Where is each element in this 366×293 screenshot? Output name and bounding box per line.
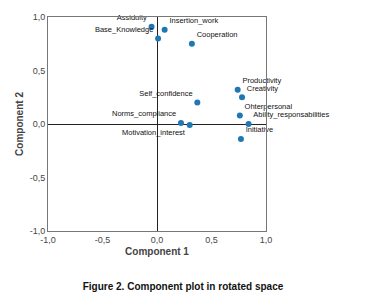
svg-text:Self_confidence: Self_confidence bbox=[139, 89, 192, 98]
svg-text:-0,5: -0,5 bbox=[95, 235, 111, 245]
svg-text:Component 1: Component 1 bbox=[125, 246, 189, 257]
svg-text:Ohterpersonal: Ohterpersonal bbox=[245, 102, 293, 111]
svg-text:Initiative: Initiative bbox=[246, 125, 274, 134]
svg-text:Creativity: Creativity bbox=[247, 84, 279, 93]
svg-text:0,5: 0,5 bbox=[33, 66, 46, 76]
svg-text:Productivity: Productivity bbox=[242, 76, 281, 85]
svg-text:0,0: 0,0 bbox=[151, 235, 164, 245]
svg-text:-0,5: -0,5 bbox=[30, 173, 46, 183]
svg-text:Cooperation: Cooperation bbox=[197, 30, 238, 39]
svg-text:1,0: 1,0 bbox=[260, 235, 273, 245]
svg-text:Component 2: Component 2 bbox=[14, 92, 25, 156]
svg-text:Figure 2. Component plot in ro: Figure 2. Component plot in rotated spac… bbox=[83, 281, 284, 292]
svg-text:-1,0: -1,0 bbox=[40, 235, 56, 245]
svg-text:Motivation_interest: Motivation_interest bbox=[122, 128, 186, 137]
svg-text:-1,0: -1,0 bbox=[30, 226, 46, 236]
svg-text:1,0: 1,0 bbox=[33, 12, 46, 22]
svg-text:Assiduity: Assiduity bbox=[117, 13, 147, 22]
svg-text:Base_Knowledge: Base_Knowledge bbox=[95, 25, 153, 34]
svg-text:Ability_responsabilities: Ability_responsabilities bbox=[253, 110, 329, 119]
svg-text:0,0: 0,0 bbox=[33, 119, 46, 129]
svg-text:Insertion_work: Insertion_work bbox=[169, 16, 218, 25]
svg-text:0,5: 0,5 bbox=[205, 235, 218, 245]
svg-text:Norms_compliance: Norms_compliance bbox=[112, 109, 176, 118]
